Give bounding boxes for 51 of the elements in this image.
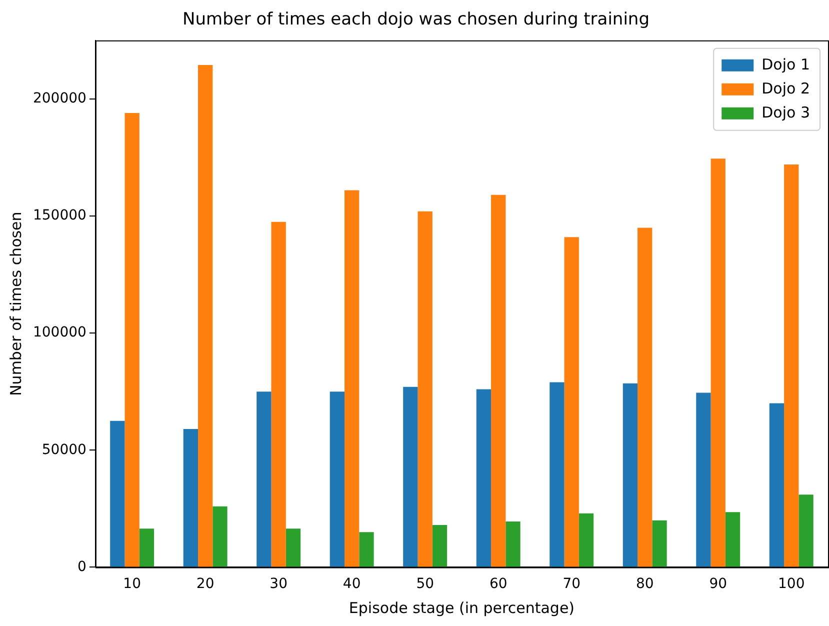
bar bbox=[344, 190, 360, 567]
bar bbox=[139, 528, 154, 567]
y-tick-label: 200000 bbox=[32, 90, 86, 107]
x-tick-label: 90 bbox=[709, 576, 728, 592]
bar bbox=[212, 506, 228, 567]
legend-label: Dojo 1 bbox=[762, 55, 810, 74]
bar bbox=[710, 158, 726, 567]
x-tick-label: 20 bbox=[196, 576, 214, 592]
bar bbox=[359, 532, 374, 567]
bar bbox=[183, 429, 198, 567]
bar bbox=[578, 513, 594, 567]
bar bbox=[403, 386, 418, 567]
bar bbox=[622, 383, 638, 567]
x-tick-label: 70 bbox=[562, 576, 581, 592]
y-tick-label: 100000 bbox=[32, 324, 86, 341]
bar bbox=[286, 528, 301, 567]
bar bbox=[652, 520, 667, 567]
bar bbox=[784, 164, 799, 567]
bar bbox=[696, 392, 711, 567]
bar bbox=[550, 382, 564, 567]
bar bbox=[256, 392, 272, 567]
bar bbox=[330, 392, 345, 567]
bar bbox=[491, 194, 506, 567]
bar bbox=[432, 525, 448, 567]
legend-label: Dojo 3 bbox=[762, 103, 810, 122]
bar bbox=[271, 222, 286, 567]
x-tick-label: 60 bbox=[489, 576, 508, 592]
x-tick-label: 50 bbox=[416, 576, 434, 592]
x-axis-title: Episode stage (in percentage) bbox=[348, 598, 575, 617]
x-tick-label: 10 bbox=[123, 576, 141, 592]
bar bbox=[476, 389, 492, 567]
bar bbox=[769, 403, 784, 567]
y-tick-label: 50000 bbox=[42, 442, 86, 458]
bar bbox=[564, 237, 579, 567]
y-axis-title: Number of times chosen bbox=[6, 212, 25, 396]
x-tick-label: 30 bbox=[270, 576, 288, 592]
bar bbox=[110, 420, 125, 567]
chart-title: Number of times each dojo was chosen during training bbox=[182, 10, 650, 30]
bar bbox=[418, 211, 432, 567]
x-tick-label: 80 bbox=[636, 576, 654, 592]
bar bbox=[638, 228, 652, 567]
bar bbox=[725, 512, 740, 567]
bar bbox=[798, 494, 814, 567]
bar bbox=[506, 522, 520, 567]
bar bbox=[198, 64, 213, 567]
x-tick-label: 100 bbox=[778, 576, 805, 592]
legend-label: Dojo 2 bbox=[762, 79, 810, 98]
y-tick-label: 150000 bbox=[32, 208, 86, 224]
bar bbox=[124, 112, 140, 567]
y-tick-label: 0 bbox=[78, 558, 86, 575]
x-tick-label: 40 bbox=[342, 576, 361, 592]
